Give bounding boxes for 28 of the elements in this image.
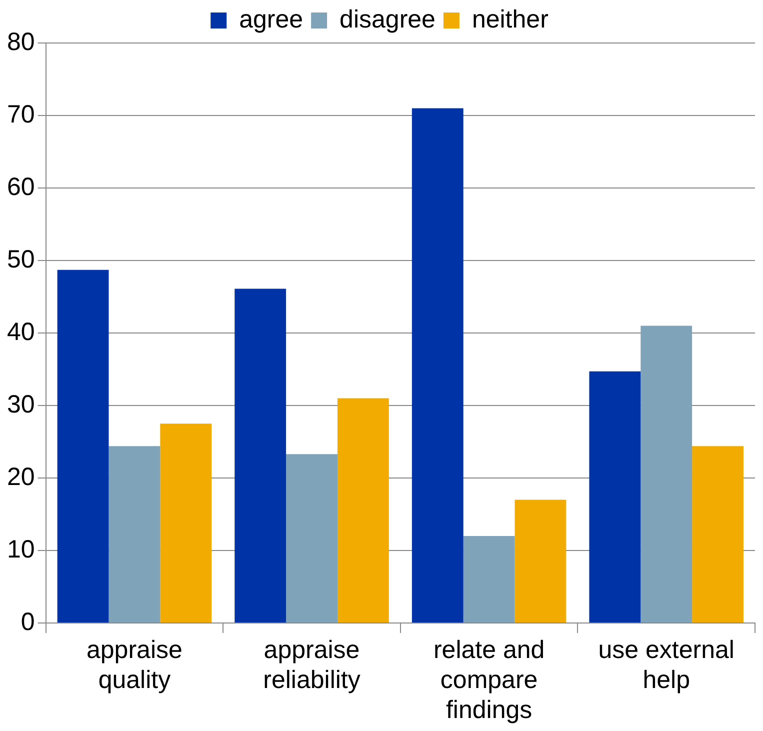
bar (589, 371, 641, 622)
y-tick-label: 60 (6, 172, 35, 201)
bar (514, 500, 566, 622)
x-tick-label: use external help (598, 636, 734, 694)
legend-label: disagree (340, 5, 436, 34)
y-tick-label: 30 (6, 390, 35, 418)
y-tick-label: 70 (6, 100, 35, 128)
y-tick-label: 10 (6, 535, 35, 564)
y-tick-label: 20 (6, 462, 35, 491)
x-tick-label: appraise quality (86, 636, 182, 694)
legend-label: agree (239, 5, 304, 34)
bar (337, 398, 389, 622)
bar (108, 446, 160, 622)
bar (286, 454, 338, 622)
legend-label: neither (472, 5, 548, 34)
y-tick-label: 50 (6, 245, 35, 274)
bar (463, 536, 515, 622)
y-tick-label: 80 (6, 28, 35, 56)
bar (160, 424, 212, 622)
x-tick-label: relate and compare findings (433, 636, 545, 724)
x-tick-label: appraise reliability (263, 636, 361, 694)
bar (234, 288, 286, 622)
y-tick-label: 0 (20, 608, 35, 636)
bar (57, 270, 109, 622)
bar (692, 446, 744, 622)
bar (412, 108, 464, 622)
y-tick-label: 40 (6, 318, 35, 346)
bar (640, 326, 692, 622)
